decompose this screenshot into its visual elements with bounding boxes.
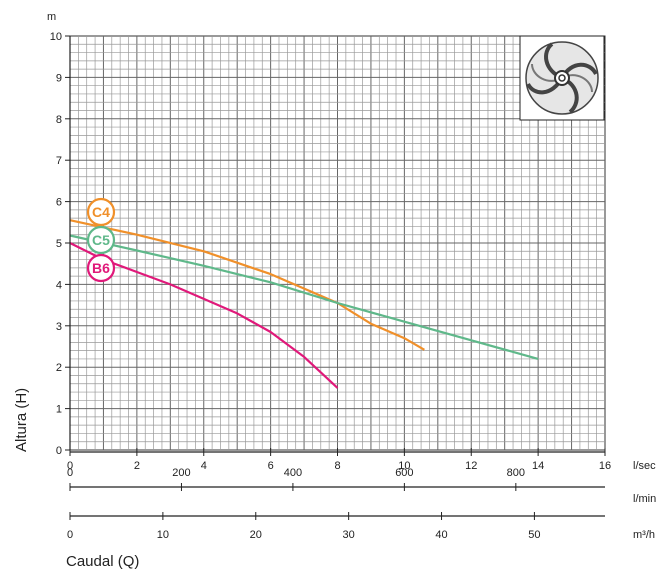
- x-tick-label: 20: [250, 529, 262, 541]
- y-tick-label: 10: [50, 31, 62, 43]
- x-tick-label: 6: [268, 460, 274, 472]
- y-tick-label: 9: [56, 72, 62, 84]
- curves: [69, 219, 539, 389]
- impeller-icon: [519, 35, 605, 121]
- y-axis-title: Altura (H): [13, 388, 30, 452]
- curve-label-text: C4: [92, 204, 110, 220]
- x-axis-unit: l/min: [633, 493, 656, 505]
- curve-label-text: C5: [92, 232, 110, 248]
- x-tick-label: 50: [528, 529, 540, 541]
- curve-label-badge: [86, 225, 116, 255]
- curve-c4: [69, 219, 425, 351]
- x-tick-label: 12: [465, 460, 477, 472]
- x-tick-label: 10: [398, 460, 410, 472]
- x-tick-label: 4: [201, 460, 207, 472]
- y-tick-label: 1: [56, 404, 62, 416]
- x-tick-label: 400: [284, 467, 302, 479]
- x-tick-label: 600: [395, 467, 413, 479]
- x-axis-title: Caudal (Q): [66, 553, 139, 570]
- y-tick-label: 3: [56, 321, 62, 333]
- x-tick-label: 14: [532, 460, 544, 472]
- chart-grid: [69, 35, 606, 451]
- curve-b6: [69, 242, 339, 389]
- x-tick-label: 0: [67, 460, 73, 472]
- y-tick-label: 4: [56, 279, 62, 291]
- curve-c5: [69, 234, 539, 360]
- x-tick-label: 0: [67, 529, 73, 541]
- x-axis-unit: l/sec: [633, 460, 656, 472]
- x-tick-label: 40: [435, 529, 447, 541]
- x-tick-label: 30: [343, 529, 355, 541]
- y-tick-label: 6: [56, 197, 62, 209]
- x-tick-label: 200: [172, 467, 190, 479]
- x-tick-label: 0: [67, 467, 73, 479]
- curve-label-badge: [86, 197, 116, 227]
- curve-label-badge: [86, 253, 116, 283]
- x-tick-label: 10: [157, 529, 169, 541]
- curve-label-text: B6: [92, 260, 110, 276]
- x-axis-unit: m³/h: [633, 529, 655, 541]
- y-tick-label: 2: [56, 362, 62, 374]
- x-tick-label: 2: [134, 460, 140, 472]
- curve-labels: C4 C5 B6: [86, 197, 116, 283]
- y-tick-label: 8: [56, 114, 62, 126]
- y-tick-label: 7: [56, 155, 62, 167]
- y-axis-unit: m: [47, 11, 56, 23]
- y-tick-label: 0: [56, 445, 62, 457]
- x-tick-label: 800: [507, 467, 525, 479]
- y-tick-label: 5: [56, 238, 62, 250]
- x-tick-label: 16: [599, 460, 611, 472]
- x-tick-label: 8: [334, 460, 340, 472]
